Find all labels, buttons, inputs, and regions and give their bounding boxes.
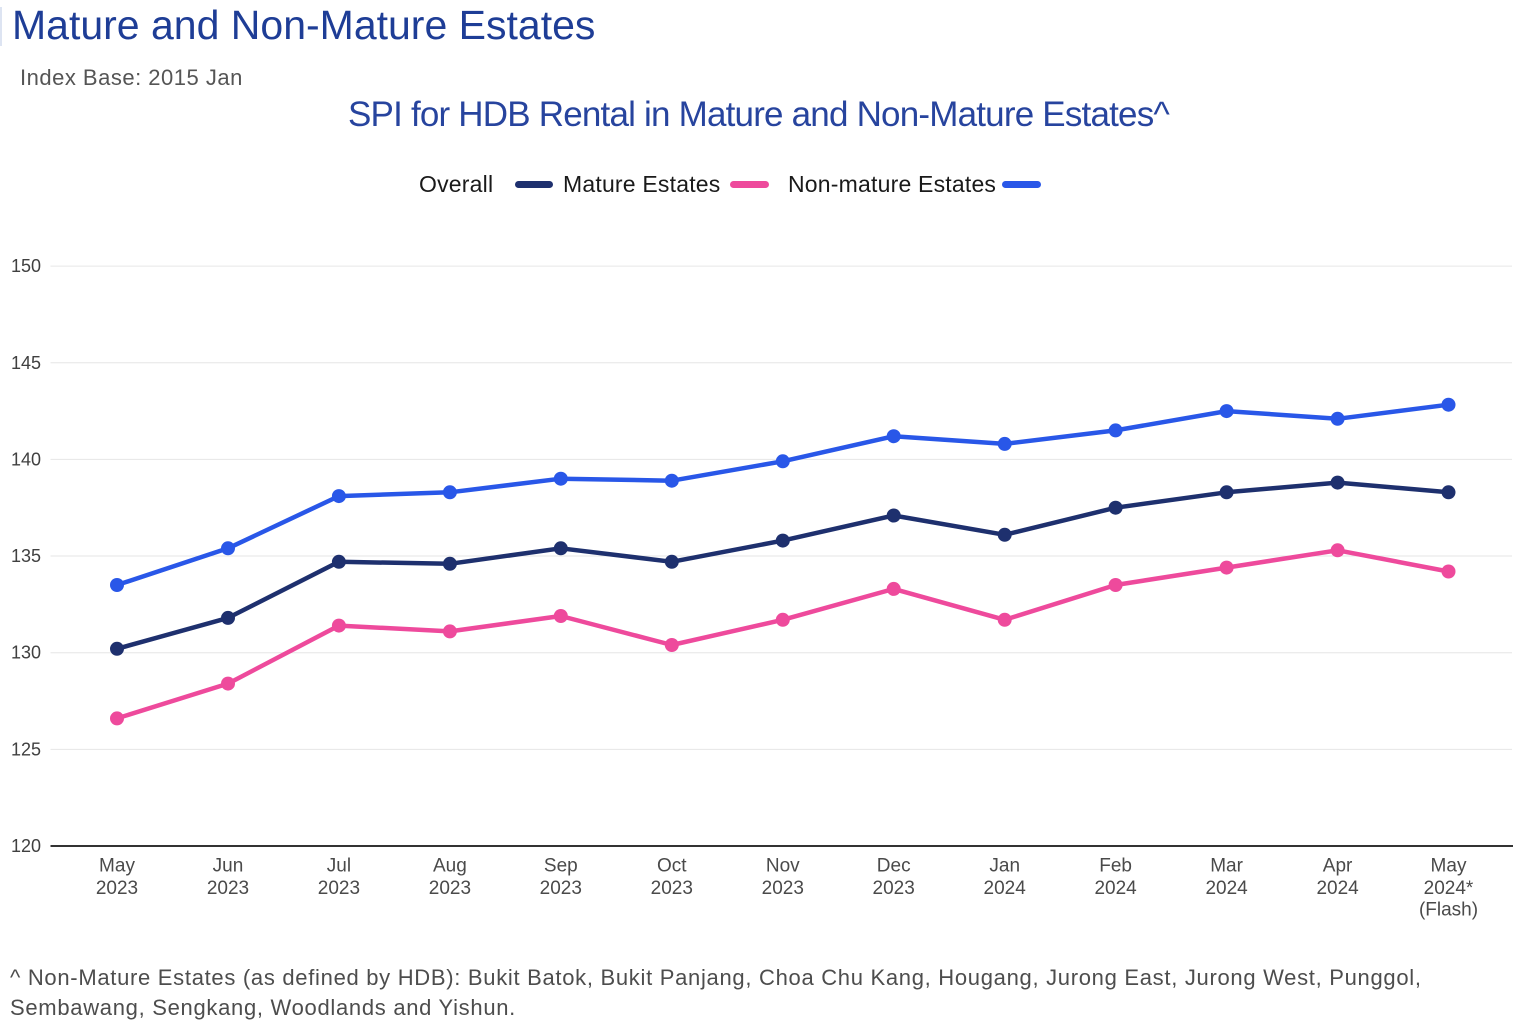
svg-text:2023: 2023: [873, 878, 915, 899]
svg-text:2023: 2023: [429, 878, 471, 899]
svg-text:Apr: Apr: [1323, 856, 1353, 877]
svg-text:2023: 2023: [96, 878, 138, 899]
svg-text:(Flash): (Flash): [1419, 900, 1478, 921]
svg-text:Jul: Jul: [327, 856, 351, 877]
svg-text:2023: 2023: [207, 878, 249, 899]
svg-text:Feb: Feb: [1099, 856, 1132, 877]
svg-text:2024: 2024: [1316, 878, 1359, 899]
svg-text:2024: 2024: [1205, 878, 1248, 899]
svg-text:2023: 2023: [651, 878, 693, 899]
svg-text:Aug: Aug: [433, 856, 467, 877]
svg-text:2023: 2023: [540, 878, 582, 899]
svg-text:125: 125: [11, 739, 41, 759]
svg-text:May: May: [99, 856, 135, 877]
svg-text:2024*: 2024*: [1424, 878, 1474, 899]
svg-text:135: 135: [11, 546, 41, 566]
svg-text:140: 140: [11, 449, 41, 469]
svg-text:Oct: Oct: [657, 856, 687, 877]
svg-text:Nov: Nov: [766, 856, 800, 877]
svg-text:150: 150: [11, 256, 41, 276]
svg-text:130: 130: [11, 643, 41, 663]
svg-text:2024: 2024: [1094, 878, 1137, 899]
svg-text:Jun: Jun: [213, 856, 244, 877]
svg-text:Sep: Sep: [544, 856, 578, 877]
svg-text:2023: 2023: [762, 878, 804, 899]
svg-text:2023: 2023: [318, 878, 360, 899]
svg-text:Dec: Dec: [877, 856, 911, 877]
svg-text:May: May: [1431, 856, 1467, 877]
svg-text:120: 120: [11, 836, 41, 856]
svg-text:145: 145: [11, 353, 41, 373]
svg-text:Jan: Jan: [989, 856, 1020, 877]
svg-text:2024: 2024: [984, 878, 1027, 899]
svg-text:Mar: Mar: [1210, 856, 1243, 877]
